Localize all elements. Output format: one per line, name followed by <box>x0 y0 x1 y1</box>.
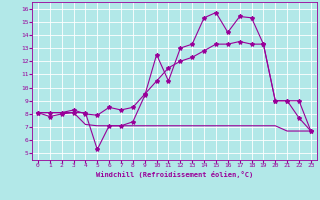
X-axis label: Windchill (Refroidissement éolien,°C): Windchill (Refroidissement éolien,°C) <box>96 171 253 178</box>
